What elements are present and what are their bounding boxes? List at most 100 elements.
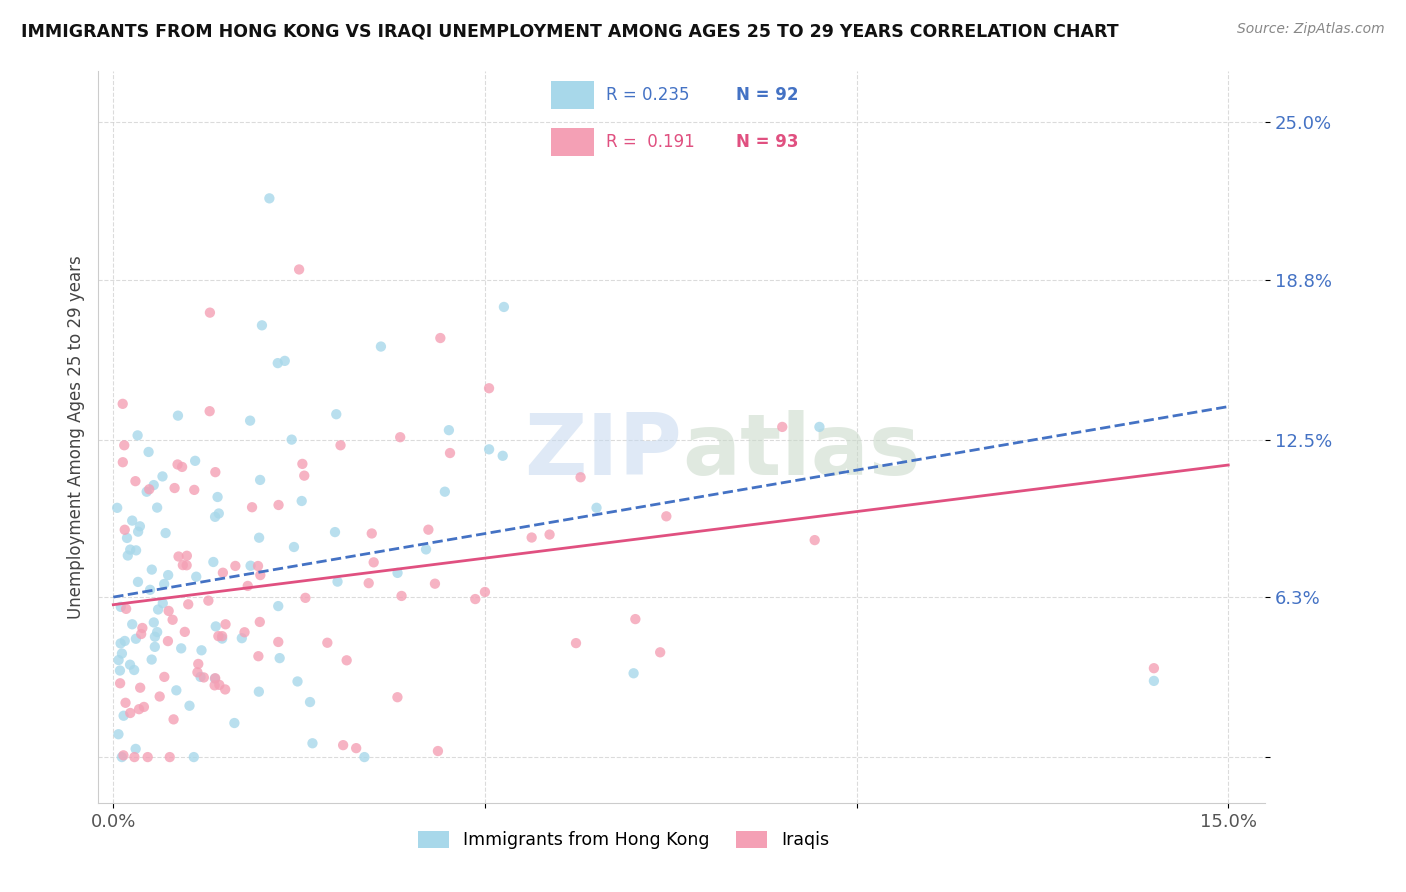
Point [478, 442, 501, 457]
Point [108, 664, 131, 678]
Point [287, 674, 309, 689]
Point [239, 558, 262, 573]
Point [301, 736, 323, 750]
Point [105, 500, 128, 515]
Point [162, 613, 184, 627]
Point [110, 599, 132, 614]
Point [186, 570, 208, 584]
Point [198, 404, 221, 418]
Point [418, 523, 440, 537]
Point [360, 526, 382, 541]
Point [391, 589, 413, 603]
Point [163, 481, 186, 495]
Point [329, 438, 352, 452]
Point [127, 428, 149, 442]
Point [128, 702, 150, 716]
Point [299, 695, 322, 709]
Point [107, 653, 129, 667]
Text: atlas: atlas [682, 410, 920, 493]
Point [247, 684, 270, 698]
Point [143, 640, 166, 654]
Point [538, 527, 561, 541]
Point [650, 645, 672, 659]
Point [129, 519, 152, 533]
Point [247, 649, 270, 664]
Point [146, 602, 169, 616]
Point [124, 750, 146, 764]
Point [157, 568, 180, 582]
Point [585, 500, 607, 515]
Point [336, 653, 359, 667]
Point [112, 748, 135, 763]
Point [332, 738, 354, 752]
Point [167, 549, 190, 564]
Point [138, 445, 160, 459]
Point [357, 576, 380, 591]
Text: R = 0.235: R = 0.235 [606, 86, 690, 103]
Point [127, 524, 149, 539]
Point [655, 509, 678, 524]
Point [153, 670, 176, 684]
Point [187, 657, 209, 671]
Point [111, 397, 134, 411]
Point [240, 500, 263, 515]
Point [142, 615, 165, 630]
Y-axis label: Unemployment Among Ages 25 to 29 years: Unemployment Among Ages 25 to 29 years [66, 255, 84, 619]
Point [132, 700, 155, 714]
Point [124, 474, 146, 488]
Point [1143, 661, 1166, 675]
Point [172, 558, 194, 573]
Point [204, 509, 226, 524]
Point [165, 683, 187, 698]
Point [207, 629, 229, 643]
Point [249, 615, 271, 629]
Point [283, 540, 305, 554]
Point [214, 682, 236, 697]
Point [125, 632, 148, 646]
Point [118, 657, 141, 672]
Point [204, 465, 226, 479]
Point [267, 356, 290, 370]
Bar [551, 81, 593, 109]
Point [474, 585, 496, 599]
Point [146, 625, 169, 640]
Point [114, 696, 136, 710]
Text: R =  0.191: R = 0.191 [606, 133, 695, 151]
Point [316, 636, 339, 650]
Point [159, 750, 181, 764]
Point [623, 666, 645, 681]
Point [170, 641, 193, 656]
Point [423, 576, 446, 591]
Point [204, 619, 226, 633]
Point [387, 566, 409, 580]
Point [269, 651, 291, 665]
Point [167, 409, 190, 423]
Point [464, 592, 486, 607]
Point [808, 420, 831, 434]
Point [569, 470, 592, 484]
Point [112, 708, 135, 723]
Point [176, 549, 198, 563]
Point [323, 525, 346, 540]
Point [121, 514, 143, 528]
Point [274, 354, 297, 368]
Point [267, 635, 290, 649]
Point [120, 706, 142, 720]
Point [122, 663, 145, 677]
Point [146, 500, 169, 515]
Point [184, 454, 207, 468]
Point [249, 473, 271, 487]
Point [207, 490, 229, 504]
Point [183, 750, 205, 764]
Point [120, 542, 142, 557]
Point [162, 712, 184, 726]
Bar [551, 128, 593, 156]
Point [211, 632, 233, 646]
Point [166, 458, 188, 472]
Point [770, 420, 793, 434]
Point [107, 727, 129, 741]
Point [111, 750, 134, 764]
Point [139, 582, 162, 597]
Point [129, 681, 152, 695]
Point [250, 318, 273, 333]
